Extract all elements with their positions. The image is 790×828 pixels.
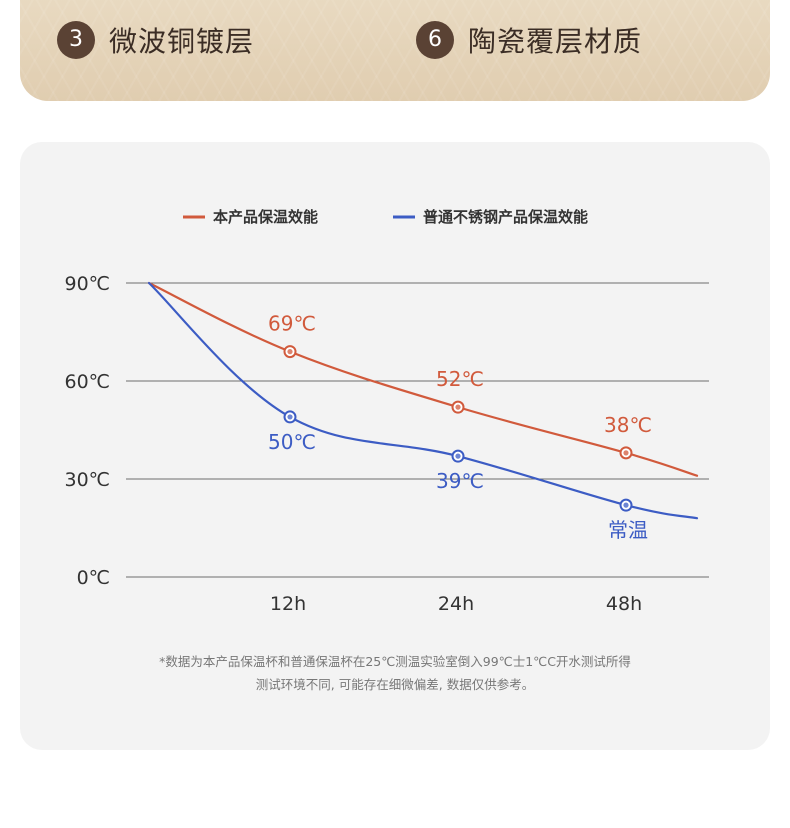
series-line [147, 281, 699, 477]
data-label: 69℃ [268, 312, 316, 336]
x-tick-label: 24h [438, 593, 474, 615]
data-label: 39℃ [436, 469, 484, 493]
data-point-core [623, 450, 629, 456]
data-label: 50℃ [268, 430, 316, 454]
feature-number-badge: 3 [57, 21, 95, 59]
feature-item-copper-coating: 3 微波铜镀层 [57, 20, 254, 60]
data-point-core [287, 414, 293, 420]
legend-label: 普通不锈钢产品保温效能 [423, 208, 588, 226]
y-tick-label: 90℃ [64, 273, 110, 295]
data-label: 52℃ [436, 367, 484, 391]
data-label: 38℃ [604, 413, 652, 437]
feature-label: 陶瓷覆层材质 [468, 25, 643, 58]
x-tick-label: 48h [606, 593, 642, 615]
series-lines: 69℃ 52℃ 38℃ 50℃ 39℃ 常温 [147, 281, 699, 542]
legend: 本产品保温效能 普通不锈钢产品保温效能 [183, 208, 588, 226]
gridlines [126, 282, 709, 578]
data-label: 常温 [608, 518, 648, 542]
series-line [147, 281, 699, 520]
data-point-core [455, 404, 461, 410]
x-tick-label: 12h [270, 593, 306, 615]
y-tick-label: 0℃ [77, 567, 110, 589]
feature-label: 微波铜镀层 [109, 25, 255, 58]
data-point-core [623, 502, 629, 508]
data-point-core [287, 349, 293, 355]
feature-item-ceramic-coating: 6 陶瓷覆层材质 [416, 20, 642, 60]
footnote-line-1: *数据为本产品保温杯和普通保温杯在25℃测温实验室倒入99℃士1℃C开水测试所得 [159, 654, 631, 669]
footnote-line-2: 测试环境不同, 可能存在细微偏差, 数据仅供参考。 [255, 677, 535, 692]
y-tick-label: 60℃ [64, 371, 110, 393]
feature-number-badge: 6 [416, 21, 454, 59]
legend-label: 本产品保温效能 [213, 208, 318, 226]
data-point-core [455, 453, 461, 459]
feature-banner [20, 0, 770, 101]
tick-labels: 90℃ 60℃ 30℃ 0℃ 12h 24h 48h [64, 273, 642, 615]
y-tick-label: 30℃ [64, 469, 110, 491]
